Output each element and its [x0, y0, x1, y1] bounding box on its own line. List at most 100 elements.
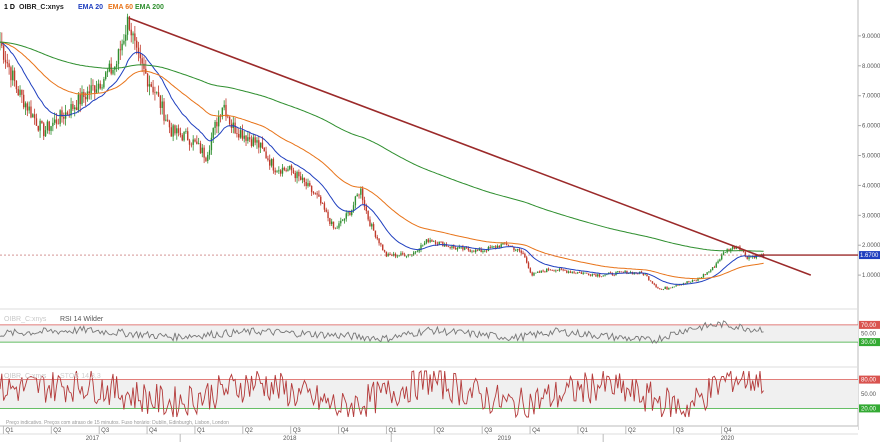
candle-body — [549, 269, 552, 271]
candle-body — [389, 253, 391, 256]
candle-body — [433, 241, 435, 243]
candle-body — [241, 130, 244, 139]
candle-body — [367, 211, 369, 220]
candle-body — [553, 270, 555, 272]
candle-body — [156, 92, 158, 93]
candle-body — [163, 101, 165, 121]
candle-body — [394, 253, 397, 257]
candle-body — [201, 147, 203, 154]
candle-body — [166, 119, 169, 121]
candle-body — [187, 131, 189, 141]
candle-body — [460, 246, 462, 248]
candle-body — [188, 140, 191, 145]
candle-body — [400, 253, 402, 256]
candle-body — [46, 121, 49, 131]
time-axis[interactable]: Q1 Q2 Q3 Q4 Q1 Q2 Q3 Q4 Q1 Q2 Q3 Q4 Q1 Q2 Q3 Q4 2017 2018… — [0, 425, 858, 442]
candle-body — [669, 287, 672, 289]
candle-body — [702, 274, 705, 278]
candle-body — [544, 271, 546, 273]
candle-body — [595, 274, 597, 277]
candle-body — [580, 272, 583, 274]
candle-body — [691, 280, 694, 282]
candle-body — [700, 277, 703, 278]
candle-body — [369, 219, 371, 227]
symbol-label[interactable]: OIBR_C:xnys — [19, 4, 64, 11]
candle-body — [586, 272, 588, 274]
candle-body — [566, 270, 568, 273]
candle-body — [349, 212, 351, 215]
candle-body — [192, 139, 194, 145]
candle-body — [265, 151, 267, 159]
candle-body — [356, 194, 358, 197]
candle-body — [538, 271, 541, 273]
candle-body — [81, 91, 83, 105]
last-price-label: 1.6700 — [860, 253, 879, 259]
candle-body — [190, 144, 193, 146]
candle-body — [148, 84, 151, 87]
candle-body — [53, 119, 56, 123]
rsi-tick-bg — [859, 338, 880, 347]
candle-body — [272, 158, 275, 171]
candle-body — [21, 89, 23, 95]
candle-body — [372, 224, 375, 231]
candle-body — [730, 248, 732, 252]
price-tick-label: 2.0000 — [862, 243, 880, 249]
candle-body — [95, 89, 98, 93]
candle-body — [119, 49, 121, 51]
candle-body — [318, 194, 320, 197]
rsi-panel[interactable]: 70.00 50.00 30.00 — [0, 308, 880, 347]
candle-body — [43, 123, 45, 137]
quarter-label: Q4 — [532, 428, 541, 434]
candle-body — [243, 135, 245, 139]
candle-body — [146, 73, 149, 87]
candle-body — [609, 272, 612, 274]
interval-label[interactable]: 1 D — [4, 4, 15, 11]
candle-body — [239, 130, 242, 138]
candle-body — [398, 255, 400, 256]
rsi-tick-bg — [859, 329, 880, 338]
candle-body — [493, 246, 495, 247]
candle-body — [61, 110, 63, 117]
candle-body — [199, 143, 202, 154]
candle-body — [484, 250, 486, 252]
candle-body — [485, 250, 488, 252]
candle-body — [223, 104, 225, 108]
candle-body — [666, 286, 668, 290]
candle-body — [214, 121, 216, 129]
candle-body — [724, 252, 727, 253]
candle-body — [556, 270, 559, 272]
candle-body — [411, 254, 413, 256]
candle-body — [90, 85, 92, 94]
candle-body — [564, 270, 566, 271]
candle-body — [341, 220, 344, 222]
candle-body — [584, 272, 586, 274]
candle-body — [655, 284, 657, 288]
quarter-label: Q4 — [341, 428, 350, 434]
candle-body — [600, 276, 603, 278]
candle-body — [2, 45, 5, 60]
candle-body — [651, 281, 654, 284]
candle-body — [690, 281, 692, 283]
candle-body — [94, 85, 96, 93]
candle-body — [4, 59, 7, 63]
stoch-tick-label: 50.00 — [861, 392, 877, 398]
stoch-tick-label: 80.00 — [861, 378, 877, 384]
stoch-panel[interactable]: 80.00 50.00 20.00 — [0, 366, 880, 419]
candle-body — [423, 242, 426, 245]
candle-body — [495, 246, 497, 248]
candle-body — [252, 137, 255, 146]
candle-body — [37, 125, 39, 131]
candle-body — [467, 248, 470, 251]
candle-body — [343, 218, 346, 221]
price-panel[interactable]: 1.0000 2.0000 3.0000 4.0000 5.0000 6.0000 7.00… — [0, 0, 880, 430]
candle-body — [108, 63, 111, 72]
candle-body — [74, 107, 76, 110]
candle-body — [425, 239, 428, 243]
candle-body — [717, 261, 719, 264]
candle-body — [622, 271, 624, 273]
candle-body — [245, 135, 247, 141]
candle-body — [281, 167, 284, 174]
candle-body — [500, 244, 502, 248]
candle-body — [646, 274, 648, 277]
